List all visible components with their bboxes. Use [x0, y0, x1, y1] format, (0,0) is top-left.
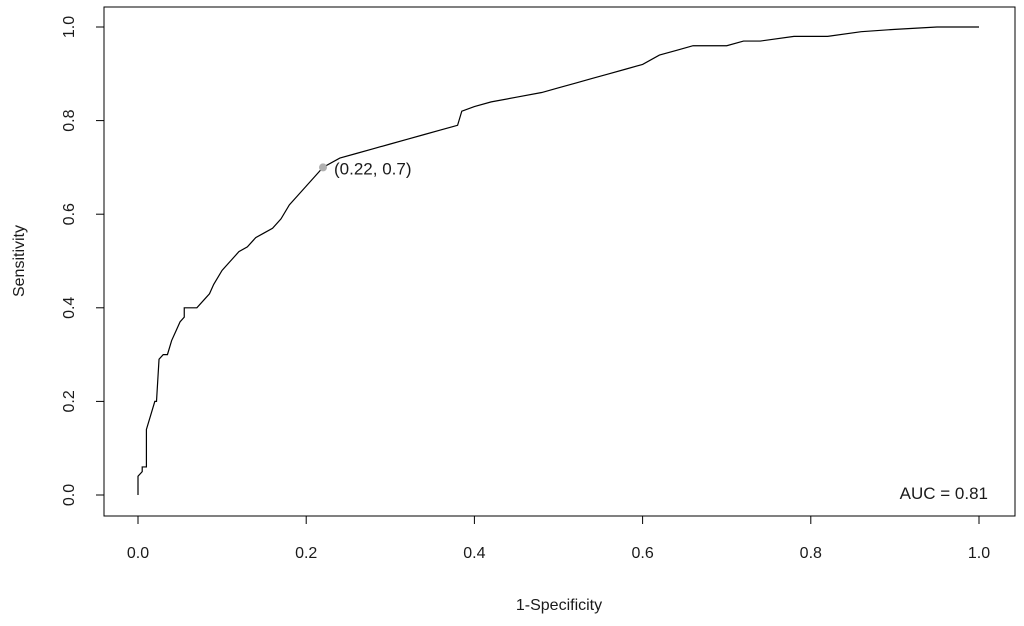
x-tick-label: 0.6 — [631, 545, 653, 562]
x-axis: 0.0 0.2 0.4 0.6 0.8 1.0 — [127, 515, 990, 562]
x-tick-label: 0.4 — [463, 545, 485, 562]
y-tick-label: 0.4 — [61, 297, 78, 319]
roc-curve-line — [137, 26, 979, 495]
auc-label: AUC = 0.81 — [900, 484, 988, 503]
y-axis: 0.0 0.2 0.4 0.6 0.8 1.0 — [61, 16, 105, 506]
x-tick-label: 0.2 — [295, 545, 317, 562]
y-tick-label: 1.0 — [61, 16, 78, 38]
y-tick-label: 0.2 — [61, 390, 78, 412]
highlight-point-marker — [319, 163, 328, 172]
y-tick-label: 0.8 — [61, 109, 78, 131]
x-axis-title: 1-Specificity — [516, 597, 602, 614]
y-tick-label: 0.6 — [61, 203, 78, 225]
x-tick-label: 1.0 — [968, 545, 990, 562]
x-tick-label: 0.8 — [800, 545, 822, 562]
x-tick-label: 0.0 — [127, 545, 149, 562]
highlight-point-label: (0.22, 0.7) — [334, 159, 412, 178]
y-axis-title: Sensitivity — [11, 225, 28, 297]
y-tick-label: 0.0 — [61, 484, 78, 506]
